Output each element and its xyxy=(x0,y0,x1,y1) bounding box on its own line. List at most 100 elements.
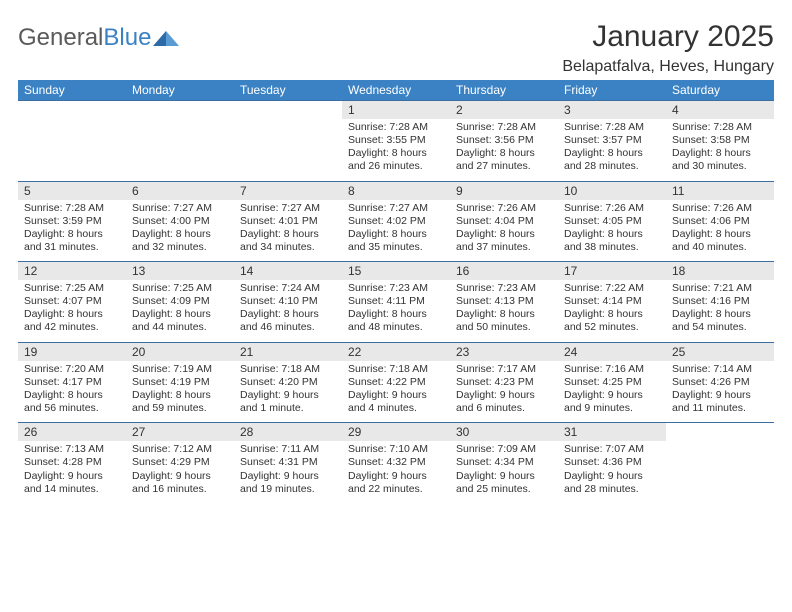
day-line: Sunset: 3:58 PM xyxy=(672,134,768,147)
day-line: Daylight: 8 hours xyxy=(348,147,444,160)
day-line: Sunrise: 7:17 AM xyxy=(456,363,552,376)
day-line: Sunset: 4:05 PM xyxy=(564,215,660,228)
day-line: Daylight: 8 hours xyxy=(348,308,444,321)
day-line: Sunset: 4:13 PM xyxy=(456,295,552,308)
day-cell xyxy=(18,119,126,181)
day-cell: Sunrise: 7:10 AMSunset: 4:32 PMDaylight:… xyxy=(342,441,450,503)
day-line: Sunset: 4:34 PM xyxy=(456,456,552,469)
week-3-contentrow: Sunrise: 7:20 AMSunset: 4:17 PMDaylight:… xyxy=(18,361,774,423)
day-line: Sunset: 4:07 PM xyxy=(24,295,120,308)
day-line: Daylight: 9 hours xyxy=(240,470,336,483)
day-line: and 42 minutes. xyxy=(24,321,120,334)
day-cell: Sunrise: 7:22 AMSunset: 4:14 PMDaylight:… xyxy=(558,280,666,342)
day-line: Sunrise: 7:28 AM xyxy=(348,121,444,134)
day-line: Daylight: 9 hours xyxy=(564,470,660,483)
day-line: Daylight: 8 hours xyxy=(24,308,120,321)
day-line: Sunset: 4:06 PM xyxy=(672,215,768,228)
day-line: Daylight: 8 hours xyxy=(240,308,336,321)
week-2-contentrow: Sunrise: 7:25 AMSunset: 4:07 PMDaylight:… xyxy=(18,280,774,342)
day-num xyxy=(234,101,342,120)
day-num: 3 xyxy=(558,101,666,120)
day-cell: Sunrise: 7:28 AMSunset: 3:58 PMDaylight:… xyxy=(666,119,774,181)
day-num: 16 xyxy=(450,262,558,281)
day-num xyxy=(666,423,774,442)
day-num: 30 xyxy=(450,423,558,442)
day-header-saturday: Saturday xyxy=(666,80,774,101)
day-header-thursday: Thursday xyxy=(450,80,558,101)
day-line: Sunset: 3:57 PM xyxy=(564,134,660,147)
day-num: 21 xyxy=(234,342,342,361)
week-1-numrow: 567891011 xyxy=(18,181,774,200)
day-num xyxy=(126,101,234,120)
logo-triangle-icon xyxy=(153,28,179,53)
day-line: and 26 minutes. xyxy=(348,160,444,173)
day-line: Sunrise: 7:13 AM xyxy=(24,443,120,456)
day-line: and 59 minutes. xyxy=(132,402,228,415)
day-line: Sunrise: 7:25 AM xyxy=(24,282,120,295)
day-line: and 22 minutes. xyxy=(348,483,444,496)
day-num: 19 xyxy=(18,342,126,361)
week-0-numrow: 1234 xyxy=(18,101,774,120)
day-line: and 9 minutes. xyxy=(564,402,660,415)
day-line: and 46 minutes. xyxy=(240,321,336,334)
day-num: 26 xyxy=(18,423,126,442)
day-line: Sunrise: 7:11 AM xyxy=(240,443,336,456)
day-cell: Sunrise: 7:26 AMSunset: 4:05 PMDaylight:… xyxy=(558,200,666,262)
day-line: Sunset: 3:56 PM xyxy=(456,134,552,147)
day-line: and 37 minutes. xyxy=(456,241,552,254)
day-cell: Sunrise: 7:20 AMSunset: 4:17 PMDaylight:… xyxy=(18,361,126,423)
logo: GeneralBlue xyxy=(18,20,179,53)
day-line: and 4 minutes. xyxy=(348,402,444,415)
day-line: and 52 minutes. xyxy=(564,321,660,334)
day-line: Sunset: 4:10 PM xyxy=(240,295,336,308)
day-line: Sunset: 4:31 PM xyxy=(240,456,336,469)
day-line: and 32 minutes. xyxy=(132,241,228,254)
day-line: Sunset: 4:11 PM xyxy=(348,295,444,308)
day-line: and 40 minutes. xyxy=(672,241,768,254)
day-line: Daylight: 8 hours xyxy=(348,228,444,241)
day-line: and 6 minutes. xyxy=(456,402,552,415)
day-line: Daylight: 9 hours xyxy=(132,470,228,483)
day-line: Daylight: 8 hours xyxy=(564,228,660,241)
day-line: and 50 minutes. xyxy=(456,321,552,334)
day-line: Sunrise: 7:28 AM xyxy=(456,121,552,134)
day-line: Sunset: 4:36 PM xyxy=(564,456,660,469)
day-line: Sunset: 4:32 PM xyxy=(348,456,444,469)
day-num: 2 xyxy=(450,101,558,120)
day-num: 25 xyxy=(666,342,774,361)
day-cell: Sunrise: 7:26 AMSunset: 4:06 PMDaylight:… xyxy=(666,200,774,262)
day-cell xyxy=(666,441,774,503)
day-line: Daylight: 9 hours xyxy=(456,389,552,402)
week-0-contentrow: Sunrise: 7:28 AMSunset: 3:55 PMDaylight:… xyxy=(18,119,774,181)
day-header-friday: Friday xyxy=(558,80,666,101)
week-3-numrow: 19202122232425 xyxy=(18,342,774,361)
day-line: Sunset: 4:19 PM xyxy=(132,376,228,389)
day-num: 27 xyxy=(126,423,234,442)
day-header-wednesday: Wednesday xyxy=(342,80,450,101)
day-line: and 27 minutes. xyxy=(456,160,552,173)
day-line: Sunrise: 7:22 AM xyxy=(564,282,660,295)
day-line: Sunrise: 7:26 AM xyxy=(564,202,660,215)
day-line: Sunset: 4:09 PM xyxy=(132,295,228,308)
day-num: 22 xyxy=(342,342,450,361)
day-line: Sunset: 3:59 PM xyxy=(24,215,120,228)
day-line: Daylight: 9 hours xyxy=(672,389,768,402)
day-line: Sunset: 4:14 PM xyxy=(564,295,660,308)
day-cell: Sunrise: 7:28 AMSunset: 3:56 PMDaylight:… xyxy=(450,119,558,181)
day-line: Daylight: 8 hours xyxy=(672,308,768,321)
day-cell: Sunrise: 7:13 AMSunset: 4:28 PMDaylight:… xyxy=(18,441,126,503)
day-line: Daylight: 8 hours xyxy=(456,228,552,241)
day-line: Sunrise: 7:28 AM xyxy=(24,202,120,215)
day-cell: Sunrise: 7:27 AMSunset: 4:02 PMDaylight:… xyxy=(342,200,450,262)
day-line: Daylight: 9 hours xyxy=(24,470,120,483)
title-block: January 2025 Belapatfalva, Heves, Hungar… xyxy=(562,20,774,76)
day-line: Daylight: 8 hours xyxy=(132,389,228,402)
day-line: Sunrise: 7:18 AM xyxy=(348,363,444,376)
day-line: Sunrise: 7:26 AM xyxy=(672,202,768,215)
day-header-row: SundayMondayTuesdayWednesdayThursdayFrid… xyxy=(18,80,774,101)
day-line: Sunrise: 7:21 AM xyxy=(672,282,768,295)
day-num: 15 xyxy=(342,262,450,281)
day-line: Daylight: 8 hours xyxy=(240,228,336,241)
day-line: and 35 minutes. xyxy=(348,241,444,254)
day-num: 14 xyxy=(234,262,342,281)
